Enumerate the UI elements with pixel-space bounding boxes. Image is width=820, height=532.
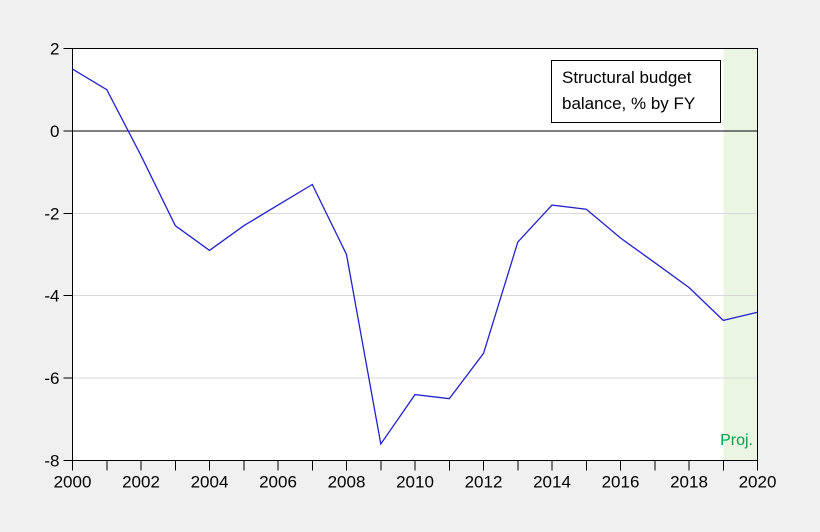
x-tick-label: 2010 <box>396 473 434 492</box>
x-tick-label: 2018 <box>670 473 708 492</box>
x-tick-label: 2016 <box>602 473 640 492</box>
y-tick-label: -8 <box>44 452 59 471</box>
data-line-structural-balance <box>72 68 758 446</box>
x-tick-label: 2006 <box>259 473 297 492</box>
x-tick-label: 2014 <box>533 473 571 492</box>
x-tick-label: 2012 <box>465 473 503 492</box>
series-label-line1: Structural budget <box>562 68 692 87</box>
projection-band <box>723 48 758 461</box>
x-tick-label: 2002 <box>122 473 160 492</box>
x-tick-label: 2004 <box>191 473 229 492</box>
y-tick-label: 0 <box>50 122 59 141</box>
y-tick-label: -6 <box>44 369 59 388</box>
projection-label: Proj. <box>720 432 753 449</box>
series-label-box: Structural budget balance, % by FY <box>551 60 721 123</box>
y-tick-label: -2 <box>44 204 59 223</box>
series-label-line2: balance, % by FY <box>562 94 696 113</box>
x-tick-label: 2020 <box>739 473 777 492</box>
y-tick-label: 2 <box>50 40 59 59</box>
y-tick-label: -4 <box>44 287 59 306</box>
x-tick-label: 2008 <box>328 473 366 492</box>
x-tick-label: 2000 <box>54 473 92 492</box>
